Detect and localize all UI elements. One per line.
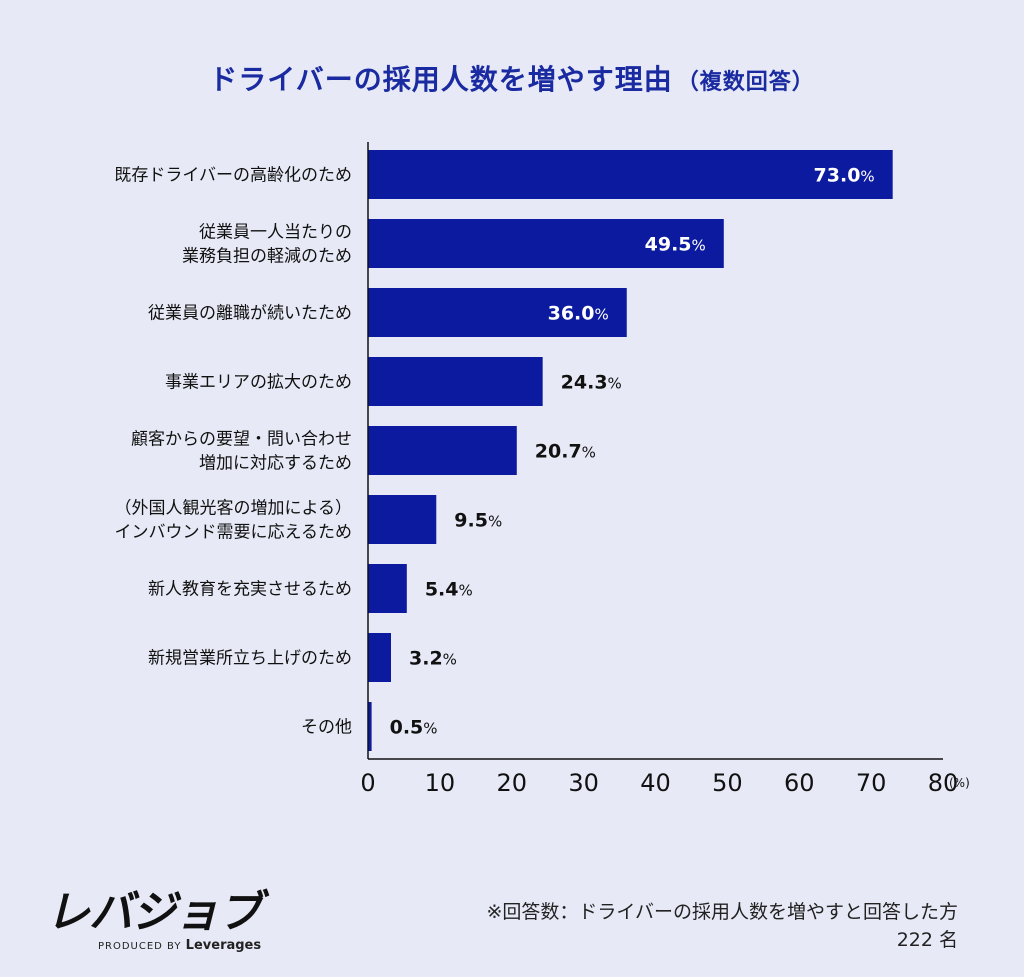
bar-2 bbox=[368, 219, 724, 268]
value-label-9: 0.5% bbox=[390, 717, 438, 739]
value-unit-5: % bbox=[582, 444, 596, 462]
value-label-8: 3.2% bbox=[409, 648, 457, 670]
x-tick-label-40: 40 bbox=[640, 769, 671, 797]
category-label-8: 新規営業所立ち上げのため bbox=[148, 649, 352, 669]
category-label-4: 事業エリアの拡大のため bbox=[165, 373, 352, 393]
note-line-1: ※回答数：ドライバーの採用人数を増やすと回答した方 bbox=[486, 901, 958, 923]
value-label-5: 20.7% bbox=[535, 441, 596, 463]
value-label-4: 24.3% bbox=[561, 372, 622, 394]
x-tick-label-20: 20 bbox=[496, 769, 527, 797]
value-unit-2: % bbox=[692, 237, 706, 255]
value-unit-1: % bbox=[860, 168, 874, 186]
category-label-5-line-2: 増加に対応するため bbox=[199, 454, 352, 474]
logo-produced-by: PRODUCED BY bbox=[98, 941, 182, 952]
category-label-5-line-1: 顧客からの要望・問い合わせ bbox=[131, 430, 352, 450]
value-label-1: 73.0% bbox=[814, 165, 875, 187]
value-unit-3: % bbox=[594, 306, 608, 324]
chart-title-sub: （複数回答） bbox=[676, 70, 815, 95]
bar-5 bbox=[368, 426, 517, 475]
x-axis-unit: (%) bbox=[949, 776, 970, 790]
bar-9 bbox=[368, 702, 372, 751]
chart-title: ドライバーの採用人数を増やす理由 （複数回答） bbox=[0, 58, 1024, 98]
bar-1 bbox=[368, 150, 893, 199]
x-tick-label-60: 60 bbox=[784, 769, 815, 797]
x-tick-label-30: 30 bbox=[568, 769, 599, 797]
value-label-6: 9.5% bbox=[454, 510, 502, 532]
logo-tagline: PRODUCED BY Leverages bbox=[98, 938, 266, 953]
x-tick-label-50: 50 bbox=[712, 769, 743, 797]
category-label-7: 新人教育を充実させるため bbox=[148, 580, 352, 600]
x-tick-label-0: 0 bbox=[360, 769, 375, 797]
value-label-3: 36.0% bbox=[548, 303, 609, 325]
x-tick-label-80: 80 bbox=[928, 769, 959, 797]
category-label-2-line-1: 従業員一人当たりの bbox=[199, 223, 352, 243]
bar-4 bbox=[368, 357, 543, 406]
value-unit-8: % bbox=[443, 651, 457, 669]
logo-brand: Leverages bbox=[185, 938, 262, 953]
x-tick-label-10: 10 bbox=[425, 769, 456, 797]
respondent-note: ※回答数：ドライバーの採用人数を増やすと回答した方 222 名 bbox=[486, 898, 958, 954]
value-label-7: 5.4% bbox=[425, 579, 473, 601]
bar-8 bbox=[368, 633, 391, 682]
value-unit-9: % bbox=[423, 720, 437, 738]
category-label-3: 従業員の離職が続いたため bbox=[148, 304, 352, 324]
note-line-2: 222 名 bbox=[896, 929, 958, 951]
value-label-2: 49.5% bbox=[645, 234, 706, 256]
chart-title-main: ドライバーの採用人数を増やす理由 bbox=[209, 63, 673, 96]
category-label-9: その他 bbox=[301, 718, 352, 738]
value-unit-7: % bbox=[458, 582, 472, 600]
value-unit-6: % bbox=[488, 513, 502, 531]
bar-3 bbox=[368, 288, 627, 337]
brand-logo: レバジョブ PRODUCED BY Leverages bbox=[46, 887, 266, 954]
bar-7 bbox=[368, 564, 407, 613]
category-label-6-line-1: （外国人観光客の増加による） bbox=[115, 499, 353, 519]
category-label-1: 既存ドライバーの高齢化のため bbox=[114, 166, 352, 186]
x-tick-label-70: 70 bbox=[856, 769, 887, 797]
logo-wordmark: レバジョブ bbox=[46, 887, 262, 938]
bar-6 bbox=[368, 495, 437, 544]
category-label-2-line-2: 業務負担の軽減のため bbox=[182, 247, 352, 267]
category-label-6-line-2: インバウンド需要に応えるため bbox=[115, 523, 353, 543]
value-unit-4: % bbox=[608, 375, 622, 393]
